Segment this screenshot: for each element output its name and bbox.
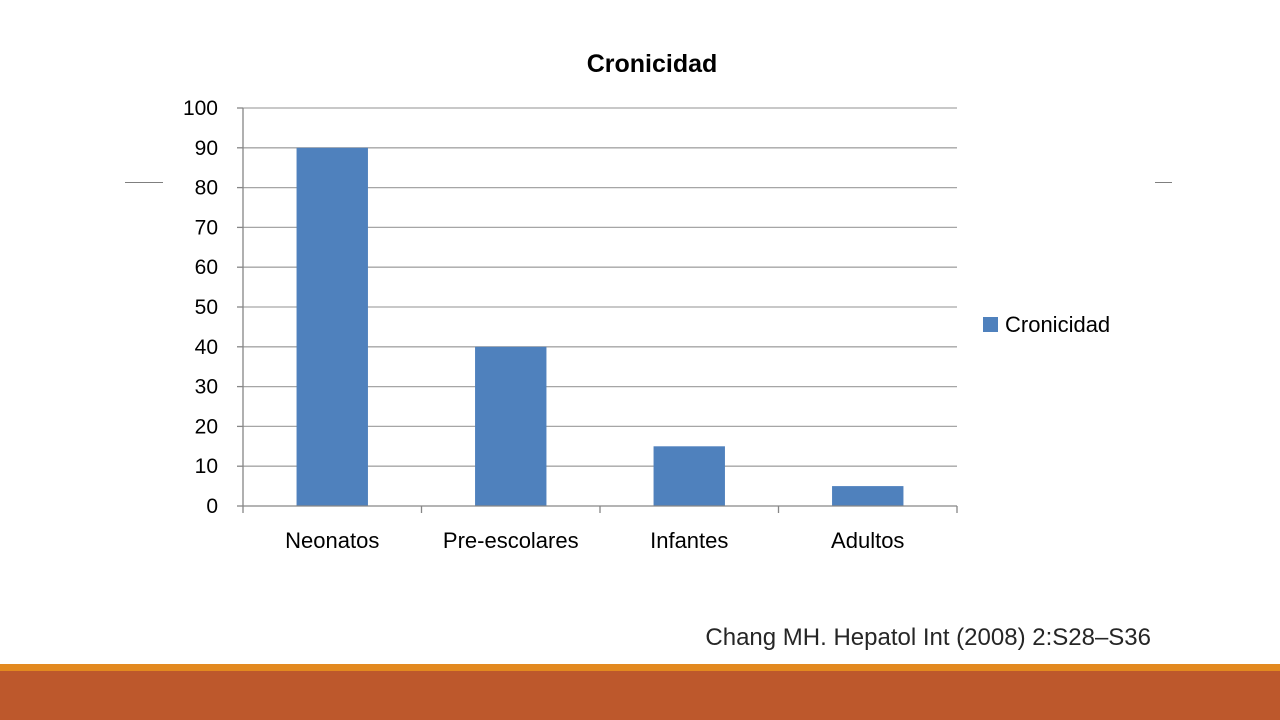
y-tick-label: 30 <box>195 376 218 399</box>
x-category-label: Neonatos <box>285 528 379 553</box>
bar-pre-escolares <box>475 346 547 506</box>
bars <box>296 147 904 507</box>
bar-infantes <box>653 446 725 506</box>
decorative-rule-right <box>1155 182 1172 183</box>
x-category-label: Pre-escolares <box>443 528 579 553</box>
y-tick-label: 10 <box>195 455 218 478</box>
footer-accent-line <box>0 664 1280 671</box>
x-category-labels: Neonatos Pre-escolares Infantes Adultos <box>285 528 904 553</box>
axes <box>237 107 958 513</box>
y-tick-label: 50 <box>195 296 218 319</box>
x-category-label: Infantes <box>650 528 728 553</box>
chart-title: Cronicidad <box>587 50 718 78</box>
y-tick-label: 90 <box>195 137 218 160</box>
y-tick-label: 40 <box>195 336 218 359</box>
decorative-rule-left <box>125 182 163 183</box>
y-tick-label: 20 <box>195 415 218 438</box>
legend-swatch <box>983 317 998 332</box>
footer-band <box>0 671 1280 720</box>
bar-adultos <box>832 486 904 506</box>
x-category-label: Adultos <box>831 528 904 553</box>
y-tick-label: 0 <box>206 495 218 518</box>
legend: Cronicidad <box>983 312 1110 337</box>
citation: Chang MH. Hepatol Int (2008) 2:S28–S36 <box>705 624 1151 651</box>
y-tick-label: 70 <box>195 216 218 239</box>
bar-neonatos <box>296 147 368 507</box>
y-tick-labels: 0 10 20 30 40 50 60 70 80 90 100 <box>183 97 218 518</box>
y-tick-label: 80 <box>195 177 218 200</box>
y-tick-label: 60 <box>195 256 218 279</box>
legend-label: Cronicidad <box>1005 312 1110 337</box>
y-tick-label: 100 <box>183 97 218 120</box>
